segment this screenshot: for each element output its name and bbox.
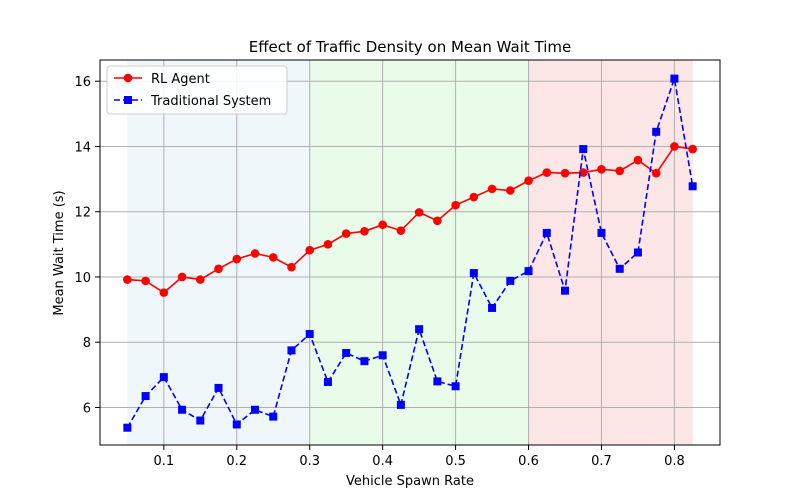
traditional-system-point [688,182,697,191]
traditional-system-point [342,348,351,357]
rl-agent-point [232,254,242,264]
rl-agent-point [214,264,223,274]
rl-agent-point [469,192,479,202]
chart-title: Effect of Traffic Density on Mean Wait T… [249,38,571,56]
rl-agent-point [305,245,315,255]
traditional-system-line [126,78,694,429]
grid-lines [100,60,720,445]
traditional-system-point [378,351,387,360]
traditional-system-point [670,74,679,83]
rl-agent-point [159,288,169,297]
rl-agent-point [688,144,697,154]
traditional-system-point [360,357,369,366]
y-tick-label: 12 [74,206,91,221]
traditional-system-point [269,412,278,421]
y-tick-label: 16 [74,75,91,90]
rl-agent-point [633,155,643,165]
traditional-system-point [415,325,424,334]
rl-agent-point [487,184,497,194]
traditional-system-point [451,382,460,391]
rl-agent-point [396,226,406,235]
plot-frame [99,59,721,446]
rl-agent-point [451,200,460,210]
x-tick-label: 0.7 [591,454,612,469]
traditional-system-point [469,269,478,278]
rl-agent-point [651,168,661,178]
x-axis-ticks: 0.1 0.2 0.3 0.4 0.5 0.6 0.7 0.8 [153,445,685,469]
rl-agent-point [578,168,588,177]
traditional-system-point [396,400,405,409]
rl-agent-point [505,186,515,195]
traditional-system-point [159,373,168,382]
traditional-system-point [561,286,569,295]
rl-agent-point [433,216,442,226]
y-tick-label: 8 [83,336,91,351]
y-axis-label: Mean Wait Time (s) [52,190,67,315]
traditional-system-point [305,330,314,339]
legend-label-traditional-system: Traditional System [150,94,271,109]
rl-agent-point [615,166,625,176]
rl-agent-point [524,176,533,186]
traditional-system-point [323,378,332,387]
traditional-system-point [615,264,624,273]
y-tick-label: 14 [74,140,91,155]
traditional-system-point [232,420,241,429]
traditional-system-point [579,145,588,154]
x-tick-label: 0.1 [153,454,174,469]
rl-agent-point [597,165,606,174]
legend: RL Agent Traditional System [106,65,288,115]
x-tick-label: 0.8 [664,454,685,469]
x-tick-label: 0.6 [518,454,539,469]
shaded-region-2 [309,60,529,445]
traditional-system-point [524,267,533,276]
traditional-system-point [214,383,223,392]
traditional-system-point [652,127,661,136]
rl-agent-point [341,229,351,238]
traditional-system-point [633,248,642,257]
x-tick-label: 0.4 [372,454,393,469]
shaded-region-1 [127,60,310,445]
traditional-system-point [488,303,497,312]
traditional-system-point [196,416,205,425]
x-tick-label: 0.3 [299,454,320,469]
rl-agent-point [195,275,205,284]
shaded-regions [127,60,693,445]
traditional-system-point [251,405,259,414]
legend-marker-traditional-system [124,96,132,104]
rl-agent-point [323,240,333,249]
traditional-system-point [141,392,150,401]
x-tick-label: 0.5 [445,454,466,469]
rl-agent-point [414,208,424,217]
series-group [123,74,697,432]
rl-agent-point [123,275,132,284]
rl-agent-point [287,262,296,272]
y-tick-label: 10 [74,271,91,286]
rl-agent-point [560,168,570,178]
rl-agent-point [670,142,679,151]
rl-agent-point [141,276,150,286]
x-axis-label: Vehicle Spawn Rate [346,474,474,489]
legend-box [106,65,288,115]
traditional-system-point [178,405,187,414]
traditional-system-point [433,377,442,386]
rl-agent-point [177,272,187,282]
rl-agent-point [378,220,387,230]
rl-agent-point [250,249,260,258]
rl-agent-point [360,226,369,236]
legend-label-rl-agent: RL Agent [151,72,210,87]
traditional-system-point [597,228,606,237]
traditional-system-point [287,346,296,355]
legend-marker-rl-agent [123,73,133,83]
x-tick-label: 0.2 [226,454,247,469]
y-axis-ticks: 6 8 10 12 14 16 [74,75,100,416]
y-tick-label: 6 [83,401,91,416]
traditional-system-point [542,228,551,237]
traditional-system-point [506,276,515,285]
traditional-system-point [123,423,132,432]
rl-agent-point [542,168,552,177]
rl-agent-point [268,253,278,262]
